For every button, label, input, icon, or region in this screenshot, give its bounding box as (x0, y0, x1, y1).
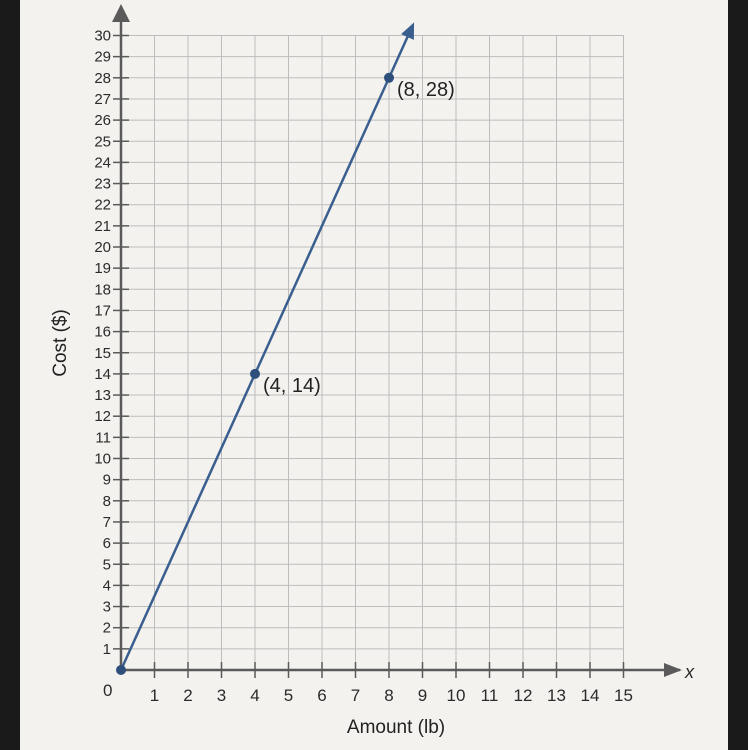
x-tick-label: 13 (547, 686, 566, 705)
ticks: 1 2 3 4 5 6 7 8 9 10 11 12 13 14 151234567891011121314… (94, 28, 633, 706)
x-axis-title: Amount (lb) (347, 717, 445, 738)
grid (120, 35, 624, 671)
y-tick-label: 5 (103, 556, 111, 573)
y-tick-label: 11 (95, 429, 111, 446)
data-point (116, 665, 126, 675)
x-tick-label: 9 (418, 686, 427, 705)
x-tick-label: 14 (581, 686, 600, 705)
y-axis-title: Cost ($) (50, 309, 71, 377)
x-tick-label: 11 (481, 686, 499, 705)
y-tick-label: 18 (94, 281, 111, 298)
data-point-label: (8, 28) (397, 79, 455, 101)
x-tick-label: 6 (317, 686, 326, 705)
data-point (384, 72, 394, 83)
y-tick-label: 13 (94, 387, 111, 404)
y-tick-label: 16 (94, 324, 111, 341)
y-tick-label: 1 (103, 641, 111, 658)
y-tick-label: 12 (94, 408, 111, 425)
y-tick-label: 30 (94, 28, 111, 45)
y-tick-label: 9 (103, 472, 111, 489)
x-tick-label: 1 (150, 686, 159, 705)
x-axis-arrowhead (664, 663, 682, 677)
x-tick-label: 2 (183, 686, 192, 705)
y-tick-label: 29 (94, 49, 111, 66)
y-tick-label: 14 (94, 366, 111, 383)
y-tick-label: 22 (94, 197, 111, 214)
x-tick-label: 7 (351, 686, 360, 705)
y-tick-label: 27 (94, 91, 111, 108)
y-tick-label: 19 (94, 260, 111, 277)
x-tick-label: 15 (614, 686, 633, 705)
y-tick-label: 6 (103, 535, 111, 552)
x-tick-label: 5 (284, 686, 293, 705)
y-tick-label: 23 (94, 176, 111, 193)
y-tick-label: 21 (94, 218, 111, 235)
y-tick-label: 7 (103, 514, 111, 531)
y-tick-label: 2 (103, 620, 111, 637)
data-point-label: (4, 14) (263, 375, 321, 397)
x-axis-letter: x (684, 662, 695, 682)
x-tick-label: 4 (250, 686, 259, 705)
y-tick-label: 28 (94, 70, 111, 87)
y-tick-label: 10 (94, 451, 111, 468)
x-tick-label: 8 (384, 686, 393, 705)
paper-background (20, 0, 728, 750)
y-tick-label: 25 (94, 133, 111, 150)
data-point (250, 368, 260, 379)
y-tick-label: 17 (94, 302, 111, 319)
series-arrowhead (401, 22, 415, 40)
y-tick-label: 24 (94, 154, 111, 171)
y-tick-label: 4 (103, 577, 111, 594)
y-tick-label: 26 (94, 112, 111, 129)
series (119, 22, 415, 671)
y-tick-label: 20 (94, 239, 111, 256)
series-line (119, 29, 412, 671)
y-tick-label: 3 (103, 599, 111, 616)
axes (112, 4, 682, 677)
y-tick-label: 15 (94, 345, 111, 362)
x-tick-label: 10 (447, 686, 466, 705)
origin-label: 0 (103, 681, 112, 700)
points: (4, 14) (8, 28) (116, 72, 455, 675)
x-tick-label: 3 (217, 686, 226, 705)
y-axis-arrowhead (112, 4, 130, 22)
y-tick-label: 8 (103, 493, 111, 510)
x-tick-label: 12 (514, 686, 533, 705)
